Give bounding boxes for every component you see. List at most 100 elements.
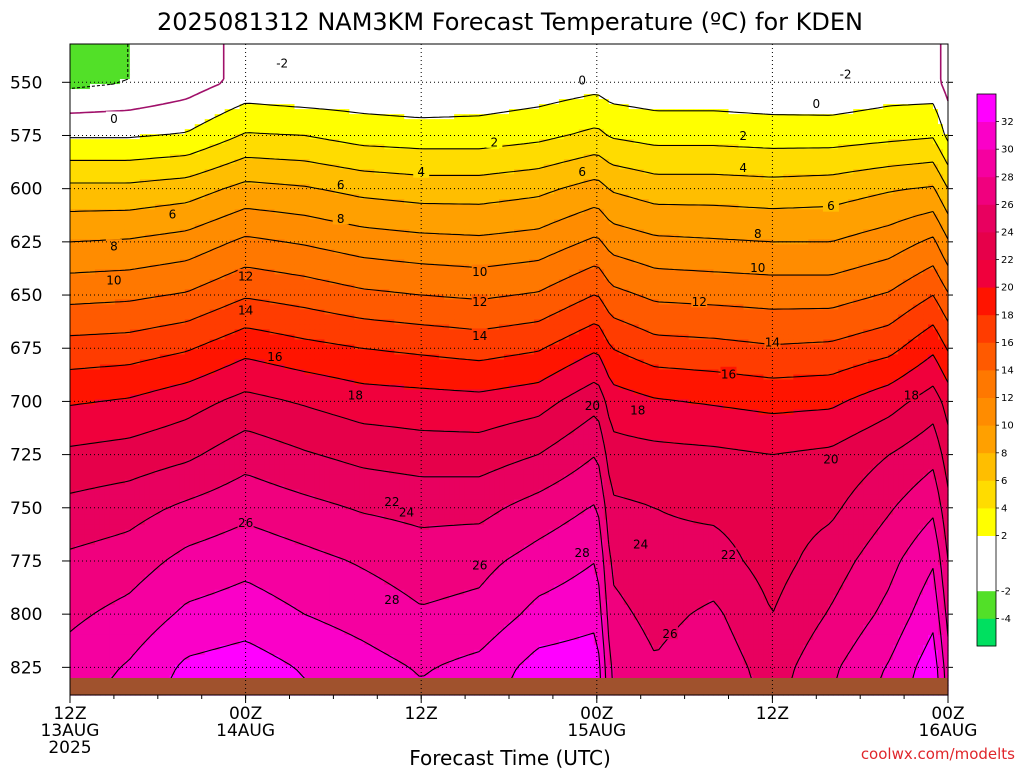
- field-cell: [703, 94, 710, 100]
- field-cell: [334, 59, 340, 65]
- field-cell: [608, 164, 615, 170]
- field-cell: [244, 99, 251, 105]
- field-cell: [888, 149, 894, 155]
- field-cell: [568, 104, 575, 110]
- field-cell: [459, 174, 465, 180]
- field-cell: [573, 154, 580, 160]
- field-cell: [139, 84, 146, 90]
- field-cell: [768, 154, 774, 160]
- field-cell: [628, 154, 635, 160]
- field-cell: [414, 69, 420, 75]
- field-cell: [284, 144, 291, 150]
- field-cell: [389, 89, 395, 95]
- field-cell: [798, 129, 804, 135]
- field-cell: [314, 104, 321, 110]
- field-cell: [693, 99, 700, 105]
- field-cell: [803, 119, 809, 125]
- field-cell: [598, 144, 605, 150]
- field-cell: [853, 84, 859, 90]
- field-cell: [828, 174, 834, 180]
- field-cell: [803, 54, 809, 60]
- field-cell: [583, 149, 590, 155]
- field-cell: [264, 64, 271, 70]
- field-cell: [164, 164, 171, 170]
- field-cell: [763, 94, 770, 100]
- field-cell: [334, 119, 340, 125]
- field-cell: [778, 109, 784, 115]
- field-cell: [578, 64, 585, 70]
- field-cell: [119, 129, 126, 135]
- field-cell: [773, 129, 779, 135]
- field-cell: [743, 64, 750, 70]
- field-cell: [828, 99, 834, 105]
- field-cell: [454, 139, 460, 145]
- field-cell: [783, 104, 789, 110]
- field-cell: [374, 74, 380, 80]
- field-cell: [938, 154, 944, 160]
- field-cell: [893, 69, 899, 75]
- field-cell: [424, 129, 430, 135]
- field-cell: [853, 144, 859, 150]
- field-cell: [553, 104, 560, 110]
- field-cell: [189, 124, 196, 130]
- field-cell: [613, 164, 620, 170]
- field-cell: [74, 89, 81, 95]
- field-cell: [593, 109, 600, 115]
- field-cell: [578, 89, 585, 95]
- field-cell: [179, 124, 186, 130]
- field-cell: [753, 94, 760, 100]
- field-cell: [793, 174, 799, 180]
- field-cell: [873, 104, 879, 110]
- field-cell: [893, 54, 899, 60]
- field-cell: [883, 159, 889, 165]
- field-cell: [194, 64, 201, 70]
- field-cell: [748, 164, 755, 170]
- field-cell: [104, 154, 111, 160]
- field-cell: [513, 49, 520, 55]
- field-cell: [74, 99, 81, 105]
- field-cell: [878, 149, 884, 155]
- field-cell: [623, 84, 630, 90]
- field-cell: [199, 114, 206, 120]
- field-cell: [194, 54, 201, 60]
- field-cell: [384, 124, 390, 130]
- field-cell: [923, 44, 929, 50]
- field-cell: [119, 109, 126, 115]
- field-cell: [513, 119, 520, 125]
- field-cell: [653, 144, 660, 150]
- field-cell: [389, 154, 395, 160]
- field-cell: [259, 74, 266, 80]
- field-cell: [863, 134, 869, 140]
- field-cell: [329, 84, 335, 90]
- field-cell: [259, 144, 266, 150]
- field-cell: [858, 134, 864, 140]
- field-cell: [683, 129, 690, 135]
- field-cell: [903, 119, 909, 125]
- field-cell: [484, 49, 490, 55]
- field-cell: [219, 129, 226, 135]
- field-cell: [573, 139, 580, 145]
- field-cell: [713, 169, 720, 175]
- field-cell: [174, 99, 181, 105]
- field-cell: [913, 144, 919, 150]
- field-cell: [623, 179, 630, 185]
- field-cell: [828, 94, 834, 100]
- field-cell: [359, 134, 365, 140]
- field-cell: [394, 179, 400, 185]
- field-cell: [568, 154, 575, 160]
- field-cell: [798, 114, 804, 120]
- field-cell: [104, 64, 111, 70]
- field-cell: [923, 119, 929, 125]
- field-cell: [838, 99, 844, 105]
- field-cell: [184, 114, 191, 120]
- field-cell: [429, 179, 435, 185]
- field-cell: [733, 104, 740, 110]
- field-cell: [673, 154, 680, 160]
- field-cell: [813, 144, 819, 150]
- field-cell: [129, 184, 136, 190]
- field-cell: [648, 174, 655, 180]
- field-cell: [309, 64, 316, 70]
- field-cell: [943, 179, 949, 185]
- field-cell: [409, 69, 415, 75]
- field-cell: [818, 119, 824, 125]
